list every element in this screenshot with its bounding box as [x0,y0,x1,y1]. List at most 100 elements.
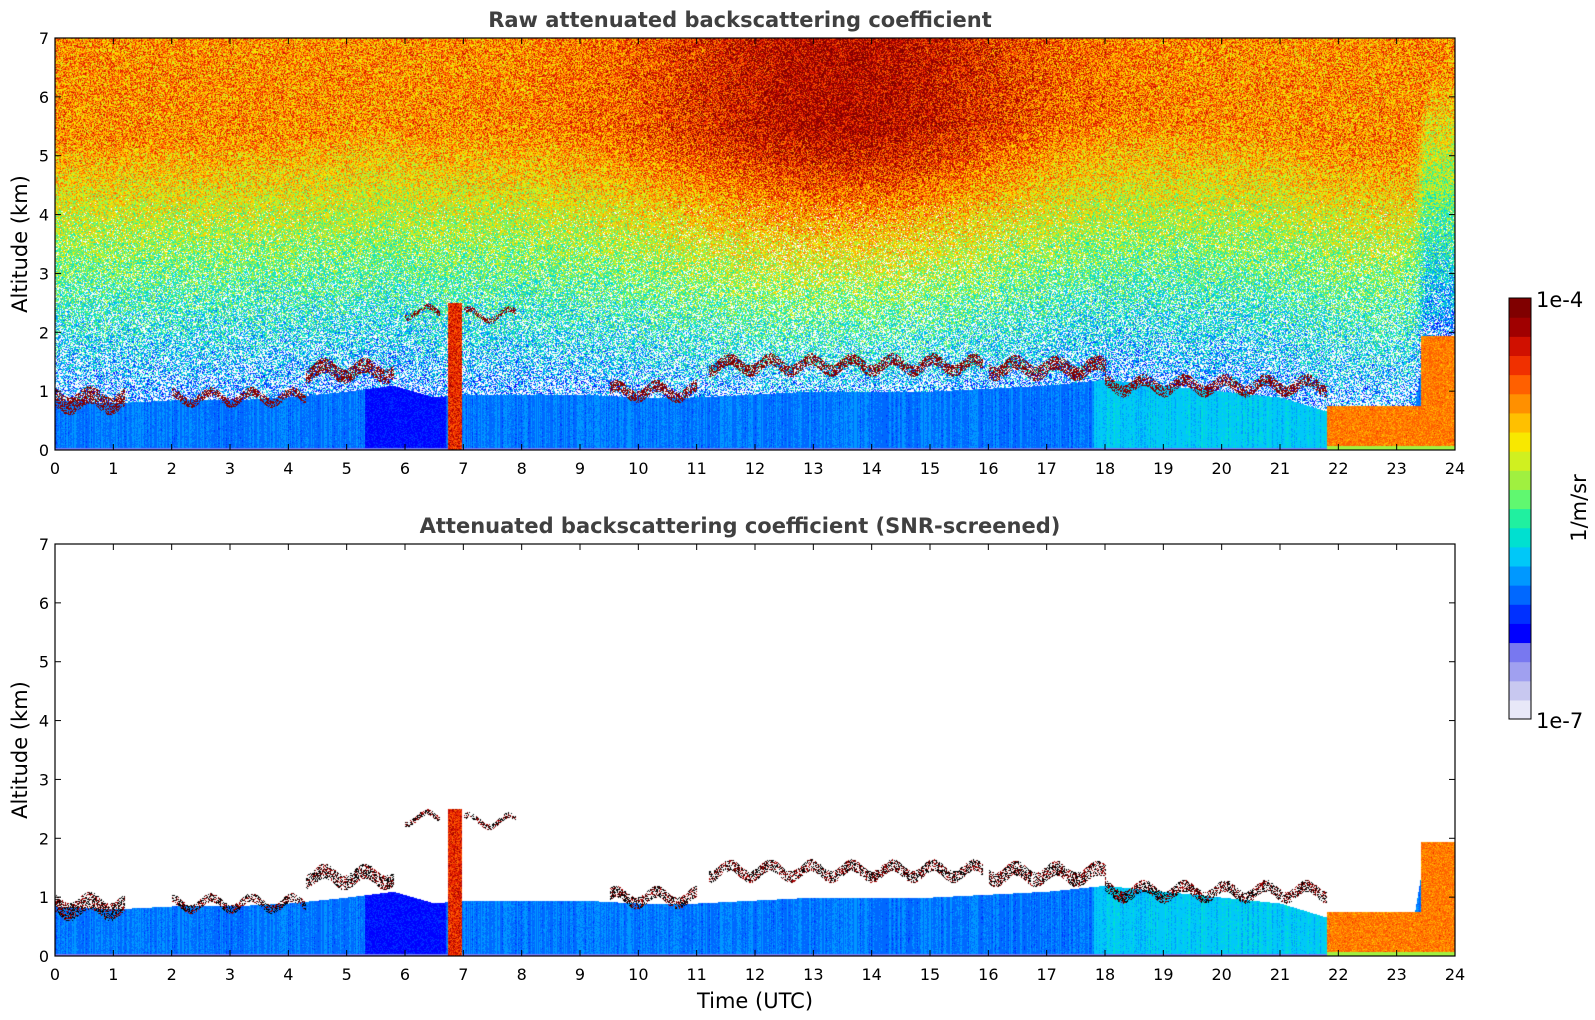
colorbar: 1e-4 1e-7 1/m/sr [1508,288,1591,733]
x-tick-label: 24 [1445,459,1465,478]
x-tick-label: 19 [1153,965,1173,984]
x-tick-label: 6 [400,459,410,478]
colorbar-swatch [1509,412,1531,433]
x-tick-label: 18 [1095,965,1115,984]
x-tick-label: 4 [283,459,293,478]
x-tick-label: 8 [517,459,527,478]
colorbar-swatch [1509,699,1531,720]
colorbar-swatch [1509,393,1531,414]
x-tick-label: 3 [225,459,235,478]
colorbar-max-label: 1e-4 [1536,288,1583,312]
x-tick-label: 22 [1328,459,1348,478]
colorbar-frame [1508,297,1532,720]
colorbar-swatch [1509,527,1531,548]
colorbar-swatch [1509,431,1531,452]
y-tick-label: 2 [39,829,49,848]
panel-screened-axes: 0 1 2 3 4 5 6 7 8 9 10 11 12 13 14 15 16 17 18 19 20 21 22 23 24… [39,535,1465,984]
panel-raw-heatmap [55,38,1455,450]
x-tick-label: 1 [108,965,118,984]
colorbar-swatch [1509,604,1531,624]
y-tick-label: 2 [39,323,49,342]
x-tick-label: 23 [1386,459,1406,478]
colorbar-swatch [1509,317,1531,337]
x-tick-label: 0 [50,965,60,984]
x-tick-label: 5 [342,965,352,984]
x-tick-label: 22 [1328,965,1348,984]
x-tick-label: 16 [978,459,998,478]
x-tick-label: 16 [978,965,998,984]
x-tick-label: 3 [225,965,235,984]
x-tick-label: 6 [400,965,410,984]
x-tick-label: 12 [745,965,765,984]
x-tick-label: 11 [686,965,706,984]
panel-screened-ylabel: Altitude (km) [8,681,32,819]
panel-raw-heatmap-container [55,38,1455,450]
x-tick-label: 14 [861,965,881,984]
colorbar-swatch [1509,451,1531,471]
x-tick-label: 21 [1270,965,1290,984]
colorbar-swatch [1509,642,1531,663]
colorbar-swatch [1509,355,1531,376]
y-tick-label: 1 [39,382,49,401]
x-tick-label: 5 [342,459,352,478]
x-tick-label: 13 [803,459,823,478]
y-tick-label: 7 [39,535,49,554]
x-tick-label: 1 [108,459,118,478]
colorbar-swatch [1509,298,1531,318]
y-tick-label: 3 [39,264,49,283]
x-tick-label: 13 [803,965,823,984]
y-tick-label: 6 [39,88,49,107]
colorbar-swatch [1509,546,1531,567]
x-tick-label: 19 [1153,459,1173,478]
x-tick-label: 14 [861,459,881,478]
panel-screened: Attenuated backscattering coefficient (S… [8,514,1465,1013]
colorbar-swatch [1509,508,1531,529]
x-tick-label: 7 [458,459,468,478]
y-tick-label: 1 [39,888,49,907]
x-tick-label: 20 [1211,459,1231,478]
x-tick-label: 11 [686,459,706,478]
x-tick-label: 0 [50,459,60,478]
panel-raw: Raw attenuated backscattering coefficien… [8,8,1465,478]
y-tick-label: 7 [39,29,49,48]
x-tick-label: 20 [1211,965,1231,984]
colorbar-swatch [1509,374,1531,395]
colorbar-swatch [1509,585,1531,605]
y-tick-label: 0 [39,947,49,966]
x-tick-label: 15 [920,965,940,984]
x-tick-label: 9 [575,965,585,984]
xlabel-time: Time (UTC) [696,989,813,1013]
x-tick-label: 7 [458,965,468,984]
colorbar-swatches [1509,298,1531,720]
y-tick-label: 3 [39,770,49,789]
colorbar-swatch [1509,470,1531,490]
panel-raw-title: Raw attenuated backscattering coefficien… [488,8,992,32]
colorbar-swatch [1509,336,1531,357]
x-tick-label: 23 [1386,965,1406,984]
colorbar-min-label: 1e-7 [1536,709,1583,733]
y-tick-label: 4 [39,206,49,225]
colorbar-unit-label: 1/m/sr [1567,474,1591,542]
y-tick-label: 6 [39,594,49,613]
x-tick-label: 2 [167,965,177,984]
x-tick-label: 9 [575,459,585,478]
x-tick-label: 2 [167,459,177,478]
colorbar-swatch [1509,661,1531,682]
colorbar-swatch [1509,623,1531,644]
x-tick-label: 18 [1095,459,1115,478]
x-tick-label: 10 [628,459,648,478]
colorbar-swatch [1509,565,1531,586]
x-tick-label: 17 [1036,965,1056,984]
x-tick-label: 8 [517,965,527,984]
y-tick-label: 4 [39,712,49,731]
panel-screened-title: Attenuated backscattering coefficient (S… [420,514,1061,538]
x-tick-label: 15 [920,459,940,478]
panel-screened-heatmap-container [55,544,1455,956]
x-tick-label: 17 [1036,459,1056,478]
x-tick-label: 24 [1445,965,1465,984]
y-tick-label: 5 [39,653,49,672]
colorbar-swatch [1509,680,1531,701]
x-tick-label: 12 [745,459,765,478]
y-tick-label: 0 [39,441,49,460]
